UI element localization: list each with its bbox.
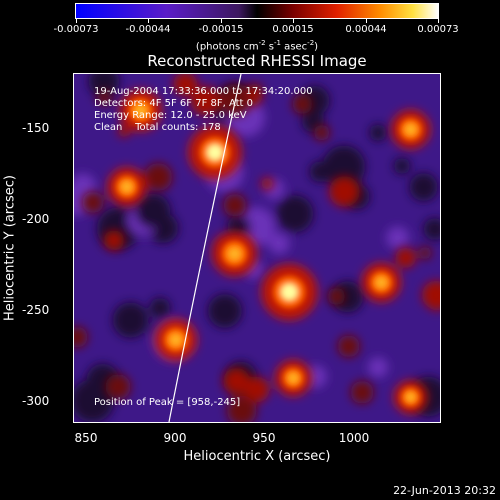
timestamp: 22-Jun-2013 20:32 bbox=[393, 484, 496, 497]
peak-position: Position of Peak = [958,-245] bbox=[94, 397, 241, 408]
heatmap-warm-blob bbox=[337, 335, 360, 358]
observation-info: 19-Aug-2004 17:33:36.000 to 17:34:20.000… bbox=[94, 86, 313, 134]
heatmap-warm-blob bbox=[260, 177, 274, 190]
heatmap-texture-blob bbox=[322, 145, 366, 189]
heatmap-warm-blob bbox=[173, 74, 198, 97]
heatmap-warm-blob bbox=[105, 374, 131, 400]
plot-title: Reconstructed RHESSI Image bbox=[147, 52, 367, 70]
heatmap-warm-blob bbox=[74, 326, 88, 348]
heatmap-warm-blob bbox=[292, 94, 313, 115]
y-tick-label: -150 bbox=[22, 121, 50, 135]
x-tick-label: 850 bbox=[74, 431, 98, 445]
x-axis-label: Heliocentric X (arcsec) bbox=[183, 449, 331, 464]
heatmap-image bbox=[74, 74, 440, 422]
colorbar-tick-label: -0.00015 bbox=[198, 24, 244, 35]
info-time-range: 19-Aug-2004 17:33:36.000 to 17:34:20.000 bbox=[94, 86, 313, 97]
heatmap-warm-blob bbox=[82, 191, 104, 214]
heatmap-texture-blob bbox=[135, 193, 171, 229]
heatmap-warm-blob bbox=[313, 124, 330, 141]
x-tick-label: 1000 bbox=[338, 431, 370, 445]
image-plot bbox=[73, 73, 441, 423]
heatmap-warm-blob bbox=[190, 86, 221, 116]
info-energy-range: Energy Range: 12.0 - 25.0 keV bbox=[94, 110, 247, 121]
heatmap-texture-blob bbox=[149, 297, 171, 319]
heatmap-texture-blob bbox=[409, 172, 438, 202]
colorbar-tick-label: 0.00073 bbox=[417, 24, 459, 35]
solar-limb-line bbox=[168, 74, 242, 422]
colorbar bbox=[75, 3, 439, 19]
heatmap-texture-blob bbox=[112, 302, 149, 338]
source-core bbox=[228, 247, 241, 261]
colorbar-tick-label: -0.00044 bbox=[125, 24, 171, 35]
heatmap-warm-blob bbox=[243, 376, 270, 403]
heatmap-warm-blob bbox=[223, 193, 247, 217]
heatmap-texture-blob bbox=[393, 157, 411, 175]
source-core bbox=[288, 372, 299, 384]
heatmap-texture-blob bbox=[369, 124, 387, 142]
heatmap-warm-blob bbox=[350, 380, 374, 404]
heatmap-texture-blob bbox=[423, 217, 440, 241]
source-core bbox=[134, 104, 147, 117]
colorbar-units: (photons cm-2 s-1 asec-2) bbox=[195, 39, 319, 53]
heatmap-warm-blob bbox=[144, 163, 173, 191]
heatmap-warm-blob bbox=[329, 176, 360, 207]
heatmap-texture-blob bbox=[386, 226, 409, 250]
colorbar-tickmark bbox=[76, 19, 77, 23]
colorbar-tickmark bbox=[438, 19, 439, 23]
y-tick-label: -200 bbox=[22, 212, 50, 226]
source-core bbox=[375, 276, 387, 289]
source-core bbox=[207, 144, 223, 160]
heatmap-texture-blob bbox=[207, 293, 242, 329]
heatmap-warm-blob bbox=[103, 230, 125, 251]
colorbar-tickmark bbox=[148, 19, 149, 23]
heatmap-texture-blob bbox=[88, 74, 120, 97]
heatmap-warm-blob bbox=[96, 89, 113, 106]
colorbar-tick-label: 0.00015 bbox=[272, 24, 314, 35]
heatmap-texture-blob bbox=[268, 233, 290, 255]
heatmap-warm-blob bbox=[118, 125, 131, 138]
colorbar-tickmark bbox=[221, 19, 222, 23]
source-core bbox=[121, 181, 133, 193]
y-tick-label: -250 bbox=[22, 303, 50, 317]
heatmap-warm-blob bbox=[395, 247, 416, 269]
source-core bbox=[169, 333, 182, 346]
heatmap-warm-blob bbox=[223, 367, 250, 395]
info-clean-counts: Clean Total counts: 178 bbox=[94, 122, 221, 133]
colorbar-tickmark bbox=[366, 19, 367, 23]
heatmap-texture-blob bbox=[276, 195, 314, 233]
heatmap-warm-blob bbox=[428, 295, 440, 311]
y-tick-label: -300 bbox=[22, 394, 50, 408]
colorbar-tick-label: 0.00044 bbox=[345, 24, 387, 35]
source-core bbox=[405, 123, 417, 136]
x-tick-label: 950 bbox=[252, 431, 276, 445]
heatmap-warm-blob bbox=[226, 395, 257, 422]
y-axis-label: Heliocentric Y (arcsec) bbox=[2, 175, 18, 321]
info-detectors: Detectors: 4F 5F 6F 7F 8F, Att 0 bbox=[94, 98, 254, 109]
x-tick-label: 900 bbox=[163, 431, 187, 445]
colorbar-tick-label: -0.00073 bbox=[53, 24, 99, 35]
source-core bbox=[405, 392, 416, 402]
heatmap-warm-blob bbox=[327, 287, 346, 306]
heatmap-warm-blob bbox=[418, 246, 432, 260]
colorbar-tickmark bbox=[293, 19, 294, 23]
source-core bbox=[281, 283, 298, 300]
heatmap-texture-blob bbox=[368, 357, 389, 378]
